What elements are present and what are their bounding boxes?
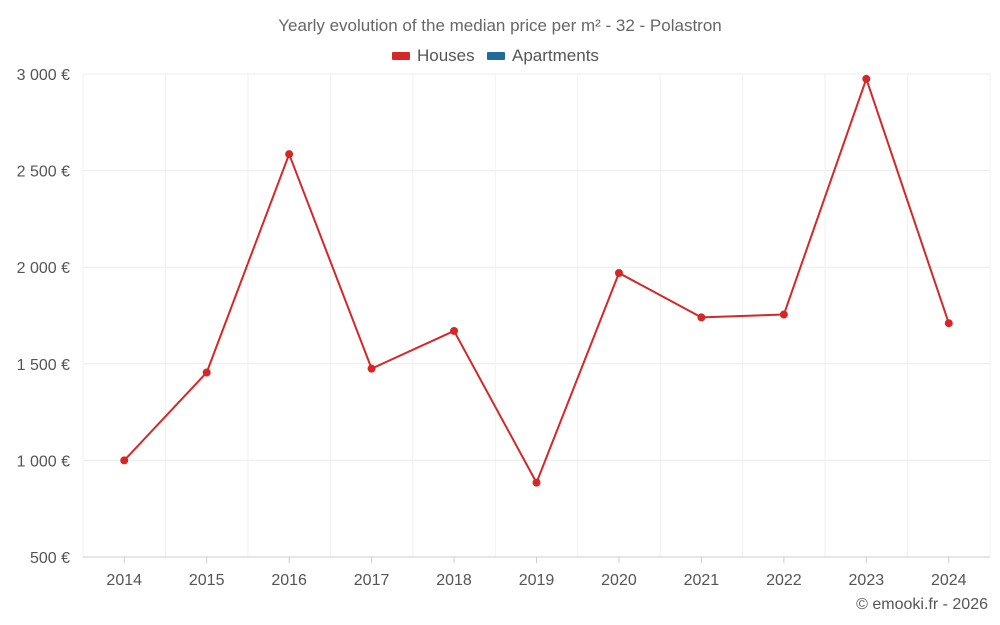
y-tick-label: 2 500 € — [17, 164, 70, 181]
axes-layer — [83, 556, 990, 563]
data-point-houses[interactable] — [532, 478, 541, 487]
x-tick-label: 2021 — [684, 572, 720, 589]
data-point-houses[interactable] — [367, 364, 376, 373]
credit-text: © emooki.fr - 2026 — [856, 596, 988, 613]
legend-label-houses: Houses — [417, 46, 475, 65]
y-tick-label: 500 € — [30, 550, 70, 567]
data-point-houses[interactable] — [285, 150, 294, 159]
x-tick-label: 2015 — [189, 572, 225, 589]
data-point-houses[interactable] — [450, 326, 459, 335]
x-tick-label: 2016 — [271, 572, 307, 589]
x-tick-label: 2014 — [106, 572, 142, 589]
x-tick-label: 2022 — [766, 572, 802, 589]
legend: Houses Apartments — [392, 46, 599, 65]
x-tick-label: 2018 — [436, 572, 472, 589]
y-tick-label: 3 000 € — [17, 67, 70, 84]
legend-label-apartments: Apartments — [512, 46, 599, 65]
legend-swatch-apartments — [487, 52, 505, 60]
x-tick-label: 2017 — [354, 572, 390, 589]
legend-item-apartments[interactable]: Apartments — [487, 46, 599, 65]
data-point-houses[interactable] — [779, 310, 788, 319]
data-point-houses[interactable] — [862, 74, 871, 83]
y-tick-label: 1 500 € — [17, 357, 70, 374]
x-tick-label: 2020 — [601, 572, 637, 589]
y-tick-label: 1 000 € — [17, 453, 70, 470]
legend-item-houses[interactable]: Houses — [392, 46, 475, 65]
x-tick-label: 2019 — [519, 572, 555, 589]
chart-title: Yearly evolution of the median price per… — [278, 16, 722, 35]
labels-layer: 500 € 1 000 € 1 500 € 2 000 € 2 500 € 3 000 €… — [17, 67, 967, 589]
data-point-houses[interactable] — [120, 456, 129, 465]
data-point-houses[interactable] — [202, 368, 211, 377]
y-tick-label: 2 000 € — [17, 260, 70, 277]
data-point-houses[interactable] — [614, 268, 623, 277]
data-point-houses[interactable] — [697, 313, 706, 322]
data-point-houses[interactable] — [944, 319, 953, 328]
x-tick-label: 2023 — [849, 572, 885, 589]
x-tick-label: 2024 — [931, 572, 967, 589]
legend-swatch-houses — [392, 52, 410, 60]
series-layer — [120, 74, 953, 487]
